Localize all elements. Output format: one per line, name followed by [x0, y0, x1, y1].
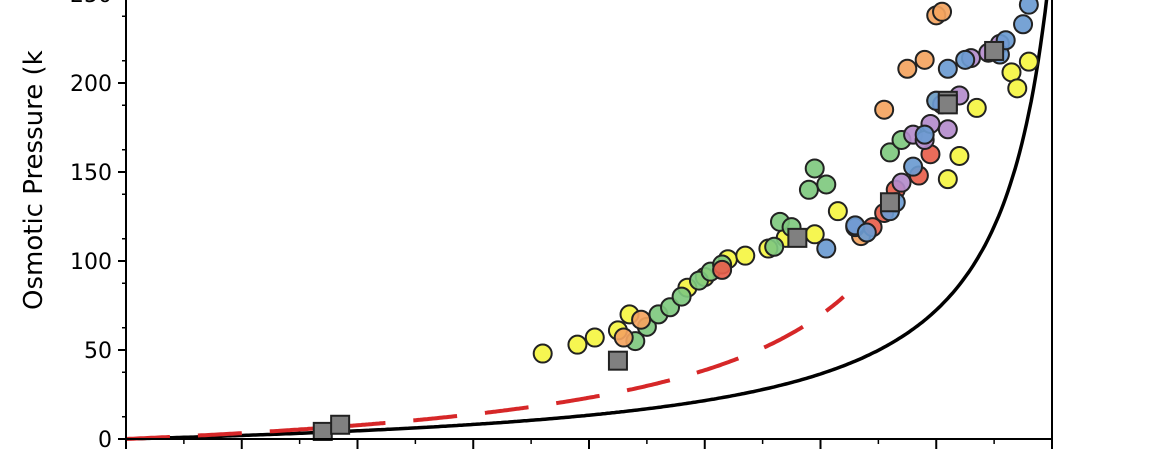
- data-point-yellow: [567, 334, 588, 355]
- data-point-yellow: [966, 97, 987, 118]
- data-point-yellow: [949, 145, 970, 166]
- data-point-square: [787, 227, 808, 248]
- data-point-blue: [856, 222, 877, 243]
- solid-fit-curve: [126, 0, 1049, 441]
- plot-area: [126, 0, 1049, 441]
- data-point-yellow: [735, 245, 756, 266]
- data-point-square: [607, 350, 628, 371]
- y-axis-label: Osmotic Pressure (k: [19, 50, 49, 310]
- dashed-fit-curve: [126, 295, 845, 441]
- data-point-blue: [914, 124, 935, 145]
- data-point-yellow: [827, 201, 848, 222]
- data-point-green: [798, 179, 819, 200]
- data-point-yellow: [937, 169, 958, 190]
- data-point-blue: [903, 156, 924, 177]
- data-point-orange: [932, 1, 953, 22]
- y-tick-label: 200: [70, 72, 112, 97]
- y-tick-label: 0: [98, 428, 112, 450]
- y-tick-label: 150: [70, 161, 112, 186]
- data-point-yellow: [1018, 51, 1039, 72]
- data-point-red: [712, 259, 733, 280]
- data-point-green: [764, 236, 785, 257]
- data-point-green: [816, 174, 837, 195]
- data-point-blue: [1018, 0, 1039, 15]
- data-point-green: [804, 158, 825, 179]
- data-point-square: [937, 94, 958, 115]
- data-point-green: [671, 286, 692, 307]
- data-point-green: [879, 142, 900, 163]
- data-point-blue: [937, 58, 958, 79]
- axes: 0 50 100 150 200 250: [70, 0, 1053, 450]
- data-point-orange: [631, 309, 652, 330]
- data-point-orange: [897, 58, 918, 79]
- plot-content: [126, 0, 1049, 441]
- data-point-yellow: [532, 343, 553, 364]
- y-tick-label: 100: [70, 250, 112, 275]
- data-point-square: [879, 192, 900, 213]
- data-point-blue: [1013, 14, 1034, 35]
- data-point-yellow: [1007, 78, 1028, 99]
- data-point-purple: [891, 172, 912, 193]
- data-point-blue: [955, 49, 976, 70]
- y-tick-label: 250: [70, 0, 112, 8]
- data-point-purple: [937, 119, 958, 140]
- data-point-blue: [816, 238, 837, 259]
- data-point-yellow: [584, 327, 605, 348]
- data-point-square: [984, 40, 1005, 61]
- data-point-square: [330, 414, 351, 435]
- data-point-orange: [613, 327, 634, 348]
- y-tick-label: 50: [84, 339, 112, 364]
- data-point-orange: [914, 49, 935, 70]
- data-point-orange: [874, 99, 895, 120]
